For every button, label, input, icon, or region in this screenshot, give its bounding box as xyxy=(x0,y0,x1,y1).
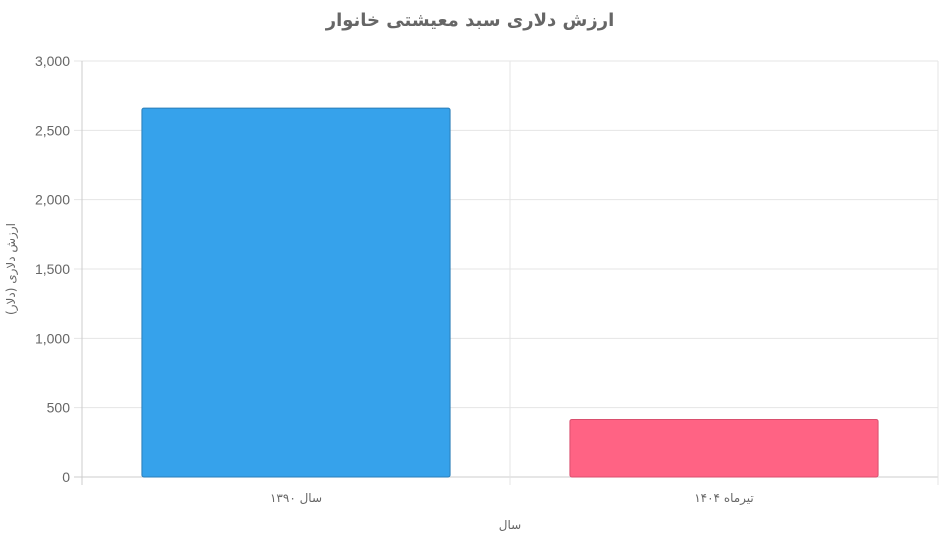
y-tick-label: 2,000 xyxy=(35,192,70,208)
y-tick-label: 1,500 xyxy=(35,261,70,277)
x-tick-label: سال ۱۳۹۰ xyxy=(270,491,322,505)
x-axis-title: سال xyxy=(499,518,521,532)
bar-1[interactable] xyxy=(141,107,451,478)
y-tick-label: 500 xyxy=(47,400,71,416)
y-axis-title: ارزش دلاری (دلار) xyxy=(4,223,19,315)
y-tick-label: 3,000 xyxy=(35,53,70,69)
y-tick-label: 1,000 xyxy=(35,330,70,346)
y-tick-label: 0 xyxy=(62,469,70,485)
axes: 0 500 1,000 1,500 2,000 2,500 3,000 سال ۱۳۹۰ تیر… xyxy=(35,53,754,506)
y-tick-label: 2,500 xyxy=(35,122,70,138)
x-tick-label: تیرماه ۱۴۰۴ xyxy=(694,491,754,506)
bars xyxy=(141,107,879,478)
chart-title: ارزش دلاری سبد معیشتی خانوار xyxy=(325,10,615,31)
bar-2[interactable] xyxy=(569,418,879,478)
